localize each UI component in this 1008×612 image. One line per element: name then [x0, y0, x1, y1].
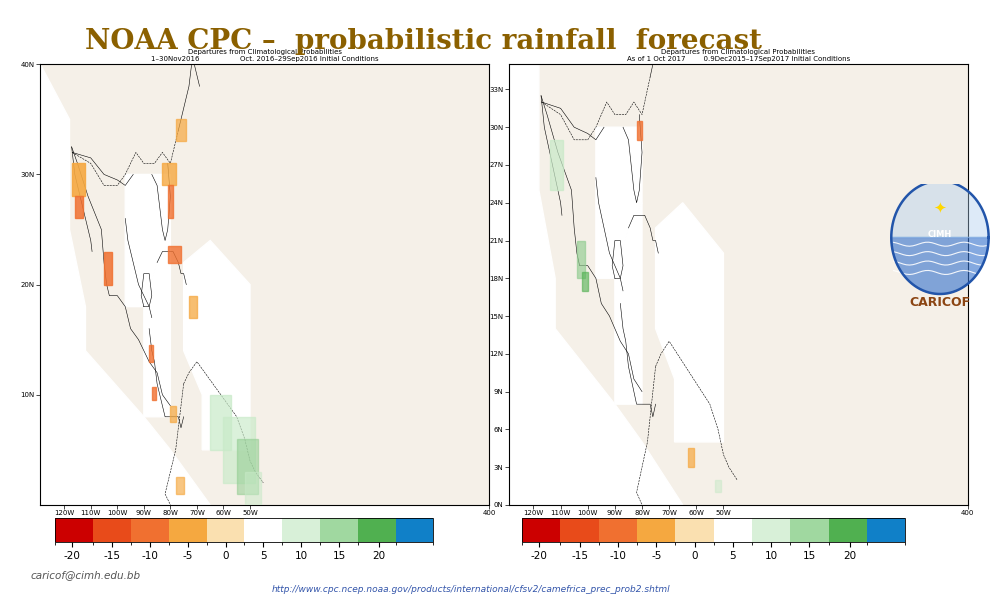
- Text: ✦: ✦: [933, 200, 947, 215]
- Bar: [577, 241, 585, 278]
- Polygon shape: [509, 64, 682, 505]
- Text: http://www.cpc.ncep.noaa.gov/products/international/cfsv2/camefrica_prec_prob2.s: http://www.cpc.ncep.noaa.gov/products/in…: [272, 585, 670, 594]
- Bar: [75, 196, 83, 218]
- Bar: [167, 246, 181, 263]
- Wedge shape: [891, 181, 989, 237]
- Polygon shape: [144, 241, 170, 417]
- Bar: [637, 121, 642, 140]
- Title: Departures from Climatological Probabilities
As of 1 Oct 2017        0.9Dec2015–: Departures from Climatological Probabili…: [627, 50, 850, 62]
- Title: Departures from Climatological Probabilities
1–30Nov2016                  Oct. 2: Departures from Climatological Probabili…: [151, 50, 378, 62]
- Bar: [716, 480, 721, 492]
- Text: CARICOF: CARICOF: [909, 296, 971, 308]
- Polygon shape: [596, 127, 642, 278]
- Bar: [237, 439, 258, 494]
- Bar: [188, 296, 197, 318]
- Wedge shape: [891, 237, 989, 294]
- Bar: [162, 163, 175, 185]
- Bar: [549, 140, 563, 190]
- Bar: [688, 448, 694, 467]
- Bar: [224, 417, 255, 483]
- Bar: [211, 395, 232, 450]
- Bar: [104, 252, 112, 285]
- Polygon shape: [125, 174, 170, 307]
- Bar: [245, 472, 261, 505]
- Polygon shape: [655, 203, 724, 442]
- Bar: [149, 345, 153, 362]
- Bar: [583, 272, 588, 291]
- Bar: [167, 185, 173, 218]
- Text: CIMH: CIMH: [927, 230, 953, 239]
- Polygon shape: [183, 241, 250, 450]
- Bar: [175, 119, 186, 141]
- Bar: [175, 477, 183, 494]
- Bar: [170, 406, 175, 422]
- Polygon shape: [615, 203, 642, 404]
- Bar: [73, 163, 86, 196]
- Text: caricof@cimh.edu.bb: caricof@cimh.edu.bb: [30, 570, 140, 580]
- Polygon shape: [40, 64, 211, 505]
- Text: NOAA CPC –  probabilistic rainfall  forecast: NOAA CPC – probabilistic rainfall foreca…: [85, 28, 762, 54]
- Bar: [152, 387, 156, 400]
